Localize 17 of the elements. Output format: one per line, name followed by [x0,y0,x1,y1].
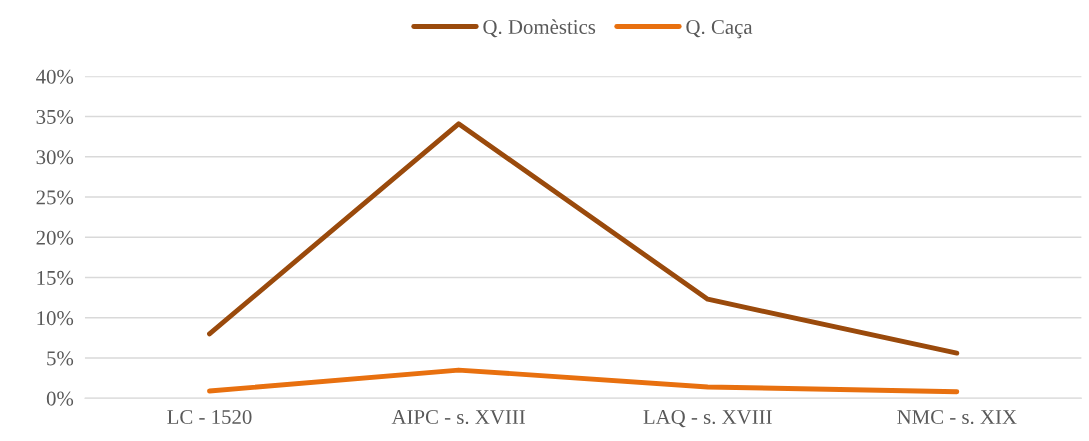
y-tick-label: 0% [46,391,74,406]
y-tick-label: 10% [37,311,74,326]
y-tick-label: 30% [36,150,74,165]
y-tick-label: 5% [47,351,74,366]
line-series [207,367,960,395]
x-tick-label: AIPC - s. XVIII [391,409,525,425]
x-tick-label: LAQ - s. XVIII [643,409,772,428]
x-tick-label: NMC - s. XIX [897,409,1017,425]
legend-label: Q. Domèstics [483,19,596,38]
legend-label: Q. Caça [686,19,753,39]
y-tick-label: 20% [36,230,74,245]
y-tick-label: 25% [36,190,74,205]
y-tick-label: 40% [36,69,74,84]
y-tick-label: 15% [37,270,74,285]
x-tick-label: LC - 1520 [167,409,252,424]
y-tick-label: 35% [36,109,74,125]
line-series [207,121,960,356]
